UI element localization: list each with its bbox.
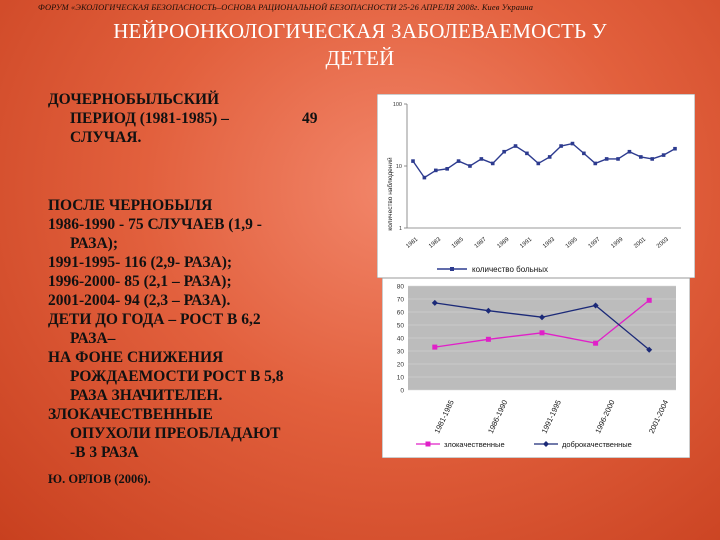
- page-title: НЕЙРООНКОЛОГИЧЕСКАЯ ЗАБОЛЕВАЕМОСТЬ У ДЕТ…: [30, 18, 690, 72]
- data-point: [547, 155, 552, 159]
- data-point: [661, 153, 666, 157]
- data-point-malignant: [593, 340, 599, 346]
- data-point-benign: [646, 346, 653, 353]
- legend-label-benign: доброкачественные: [562, 440, 632, 449]
- text-line: НА ФОНЕ СНИЖЕНИЯ: [48, 349, 224, 366]
- paragraph-after-chernobyl: ПОСЛЕ ЧЕРНОБЫЛЯ: [48, 197, 213, 214]
- data-point: [536, 161, 541, 166]
- text-line: ДЕТИ ДО ГОДА – РОСТ В 6,2: [48, 311, 261, 328]
- data-point: [582, 151, 586, 156]
- forum-header: ФОРУМ «ЭКОЛОГИЧЕСКАЯ БЕЗОПАСНОСТЬ–ОСНОВА…: [38, 3, 534, 12]
- data-point: [479, 157, 484, 161]
- legend-label: количество больных: [472, 265, 548, 274]
- text-line: 1986-1990 - 75 СЛУЧАЕВ (1,9 -: [48, 216, 262, 233]
- data-point-benign: [485, 307, 492, 314]
- y-tick-label: 10: [397, 375, 405, 382]
- data-point: [490, 161, 495, 166]
- legend-label-malignant: злокачественные: [444, 440, 505, 449]
- data-point: [445, 167, 449, 171]
- data-point: [525, 151, 529, 156]
- paragraph-birthrate: НА ФОНЕ СНИЖЕНИЯ РОЖДАЕМОСТИ РОСТ В 5,8 …: [48, 348, 368, 405]
- data-point: [559, 144, 563, 148]
- y-tick-label: 40: [397, 336, 405, 343]
- legend-marker-malignant: [425, 441, 431, 447]
- title-line-1: НЕЙРООНКОЛОГИЧЕСКАЯ ЗАБОЛЕВАЕМОСТЬ У: [113, 19, 607, 43]
- paragraph-prechernobyl: ДОЧЕРНОБЫЛЬСКИЙ ПЕРИОД (1981-1985) –49 С…: [48, 91, 318, 146]
- y-tick-label: 1: [399, 226, 402, 232]
- data-point-malignant: [485, 336, 491, 342]
- y-tick-label: 60: [397, 310, 405, 317]
- text-line: -В 3 РАЗА: [70, 444, 139, 461]
- legend-marker: [450, 267, 454, 271]
- data-point: [433, 168, 438, 173]
- data-point-malignant: [646, 297, 652, 303]
- data-point: [604, 157, 609, 161]
- data-point-malignant: [432, 344, 438, 350]
- y-tick-label: 0: [400, 388, 404, 395]
- data-point: [502, 149, 506, 154]
- data-point: [616, 157, 620, 161]
- data-point: [593, 161, 598, 166]
- author-citation: Ю. ОРЛОВ (2006).: [48, 472, 151, 486]
- data-point-benign: [431, 299, 438, 306]
- data-point: [650, 157, 655, 161]
- text-line: РОЖДАЕМОСТИ РОСТ В 5,8: [70, 368, 284, 385]
- data-point: [639, 155, 643, 159]
- paragraph-1986-1990: 1986-1990 - 75 СЛУЧАЕВ (1,9 - РАЗА);: [48, 215, 368, 253]
- text-line: ДОЧЕРНОБЫЛЬСКИЙ: [48, 91, 220, 108]
- series-line-cases: [412, 142, 676, 179]
- data-point-benign: [539, 314, 545, 321]
- y-tick-label: 100: [393, 102, 402, 108]
- summary-text: ДОЧЕРНОБЫЛЬСКИЙ ПЕРИОД (1981-1985) –49 С…: [48, 90, 368, 489]
- data-point-malignant: [539, 330, 545, 336]
- text-line: РАЗА ЗНАЧИТЕЛЕН.: [70, 387, 223, 404]
- data-point: [627, 149, 632, 154]
- text-line: СЛУЧАЯ.: [70, 129, 142, 146]
- y-axis-label: количество наблюдений: [386, 157, 394, 231]
- text-line: РАЗА–: [70, 330, 116, 347]
- text-line: ЗЛОКАЧЕСТВЕННЫЕ: [48, 406, 213, 423]
- text-line: ПЕРИОД (1981-1985) –: [70, 110, 229, 127]
- data-point: [456, 159, 461, 163]
- data-point: [513, 144, 518, 148]
- title-line-2: ДЕТЕЙ: [325, 46, 395, 70]
- paragraph-2001-2004: 2001-2004- 94 (2,3 – РАЗА).: [48, 292, 231, 309]
- paragraph-infants: ДЕТИ ДО ГОДА – РОСТ В 6,2 РАЗА–: [48, 310, 368, 348]
- data-point: [411, 159, 415, 163]
- paragraph-1991-1995: 1991-1995- 116 (2,9- РАЗА);: [48, 254, 233, 271]
- y-tick-label: 50: [397, 323, 405, 330]
- legend-marker-benign: [543, 441, 549, 447]
- paragraph-1996-2000: 1996-2000- 85 (2,1 – РАЗА);: [48, 273, 232, 290]
- data-point: [570, 141, 575, 146]
- y-tick-label: 30: [397, 349, 405, 356]
- data-point-benign: [592, 302, 599, 309]
- paragraph-malignant: ЗЛОКАЧЕСТВЕННЫЕ ОПУХОЛИ ПРЕОБЛАДАЮТ -В 3…: [48, 405, 368, 462]
- data-point: [422, 175, 427, 180]
- y-tick-label: 70: [397, 297, 405, 304]
- data-point: [673, 146, 677, 151]
- text-line: ОПУХОЛИ ПРЕОБЛАДАЮТ: [70, 425, 281, 442]
- y-tick-label: 80: [397, 284, 405, 291]
- y-tick-label: 10: [396, 164, 402, 170]
- text-line: РАЗА);: [70, 235, 118, 252]
- data-point: [468, 164, 472, 168]
- y-tick-label: 20: [397, 362, 405, 369]
- chart-background: [377, 94, 695, 278]
